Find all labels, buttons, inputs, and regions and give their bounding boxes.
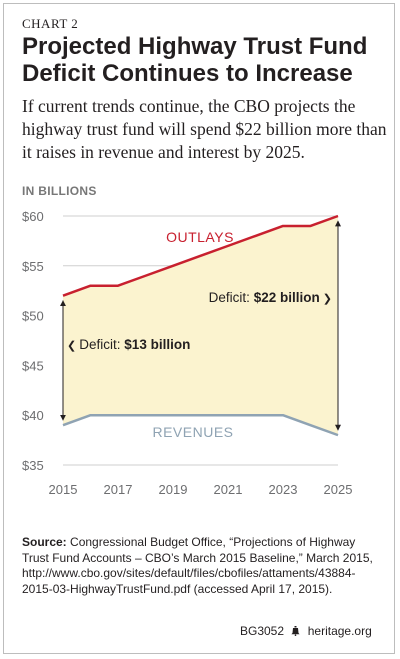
y-tick-label: $55 <box>22 259 44 274</box>
chart-frame <box>3 3 395 654</box>
footer-site: heritage.org <box>307 624 372 638</box>
line-chart: $35 $40 $45 $50 $55 $60 2015 2017 2019 2021 2023 20… <box>22 209 353 497</box>
footer-code: BG3052 <box>240 624 285 638</box>
footer: BG3052 heritage.org <box>240 624 390 638</box>
source-text: Congressional Budget Office, “Projection… <box>22 535 373 596</box>
deficit-label-2015: ❮ Deficit: $13 billion <box>67 337 190 352</box>
x-tick-label: 2017 <box>104 482 133 497</box>
revenues-line <box>62 413 339 437</box>
x-tick-label: 2015 <box>49 482 78 497</box>
x-tick-label: 2021 <box>214 482 243 497</box>
unit-label: IN BILLIONS <box>22 184 97 198</box>
x-tick-label: 2025 <box>324 482 353 497</box>
series-label-revenues: REVENUES <box>152 424 233 440</box>
deficit-label-2025: Deficit: $22 billion ❯ <box>209 290 332 305</box>
x-tick-label: 2019 <box>159 482 188 497</box>
chart-subtitle: If current trends continue, the CBO proj… <box>22 96 387 162</box>
y-tick-label: $45 <box>22 358 44 373</box>
y-tick-label: $35 <box>22 458 44 473</box>
chart-title: Projected Highway Trust Fund Deficit Con… <box>22 33 368 87</box>
y-tick-label: $40 <box>22 408 44 423</box>
outlays-line <box>62 214 339 297</box>
liberty-bell-icon <box>291 626 300 636</box>
y-tick-label: $60 <box>22 209 44 224</box>
source-note: Source: Congressional Budget Office, “Pr… <box>22 535 382 597</box>
series-label-outlays: OUTLAYS <box>166 229 234 245</box>
y-tick-label: $50 <box>22 309 44 324</box>
deficit-area <box>63 216 338 436</box>
chart-number: CHART 2 <box>22 16 79 31</box>
x-tick-label: 2023 <box>269 482 298 497</box>
source-label: Source: <box>22 535 67 549</box>
